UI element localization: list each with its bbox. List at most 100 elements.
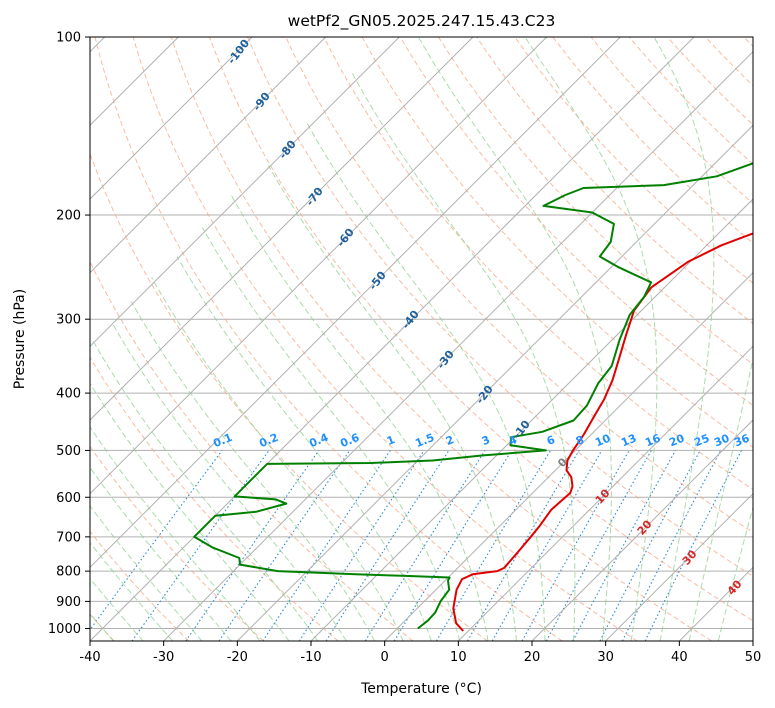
mixing-ratio-label: 25 [692, 432, 711, 450]
moist-adiabat--24 [90, 466, 232, 641]
mixing-ratio-label: 30 [712, 432, 731, 450]
x-tick-label: 20 [524, 650, 541, 665]
x-tick-label: 30 [597, 650, 614, 665]
isotherm--30 [163, 50, 753, 641]
dewpoint-profile [193, 162, 753, 630]
y-tick-label: 700 [56, 530, 81, 545]
moist-adiabat-20 [306, 123, 546, 641]
y-tick-label: 1000 [48, 622, 81, 637]
mixing-ratio-label: 8 [574, 433, 586, 448]
mixing-ratio-label: 3 [480, 433, 492, 448]
mixing-ratio-label: 20 [667, 432, 686, 450]
plot-area: -100-90-80-70-60-50-40-30-20-10010203040… [90, 37, 753, 641]
x-tick-label: -10 [300, 650, 321, 665]
isotherm--20 [236, 124, 753, 641]
mixing-ratio-line-1.5 [298, 450, 425, 641]
moist-adiabat-12 [230, 194, 489, 641]
mixing-ratio-label: 36 [732, 432, 751, 450]
dry-adiabat-140 [552, 37, 753, 244]
mixing-ratio-line-4 [393, 450, 513, 641]
pressure-gridlines [90, 37, 753, 629]
y-axis-ticks: 100 200 300 400 500 600 700 800 900 1000 [48, 31, 90, 637]
mixing-ratio-line-13 [521, 450, 630, 641]
dry-adiabat-30 [132, 37, 638, 641]
dry-adiabat-20 [94, 37, 563, 641]
x-tick-label: 10 [450, 650, 467, 665]
moist-adiabat--12 [91, 339, 319, 641]
x-axis-ticks: -40 -30 -20 -10 0 10 20 30 40 50 [79, 641, 761, 665]
x-tick-label: 50 [745, 650, 762, 665]
dry-adiabat-60 [247, 37, 753, 577]
moist-adiabat-0 [151, 277, 404, 641]
moist-adiabat--32 [90, 541, 173, 641]
moist-adiabat--36 [90, 577, 144, 641]
mixing-ratio-line-0.6 [218, 450, 351, 641]
isotherm--70 [90, 37, 474, 421]
isotherm--50 [90, 37, 621, 569]
dry-adiabat--30 [90, 530, 190, 641]
x-tick-label: 0 [381, 650, 389, 665]
dry-adiabat-50 [209, 37, 753, 622]
moist-adiabat--28 [90, 505, 203, 641]
temperature-profile [452, 232, 753, 632]
x-tick-label: -40 [79, 650, 100, 665]
x-tick-label: -30 [153, 650, 174, 665]
mixing-ratio-line-16 [545, 450, 652, 641]
mixing-ratio-label: 1 [385, 433, 397, 448]
x-tick-label: 40 [671, 650, 688, 665]
dry-adiabat-10 [90, 152, 488, 641]
isotherm--100 [90, 37, 253, 200]
plot-frame [89, 36, 754, 642]
mixing-ratio-label: 16 [643, 432, 662, 450]
moist-adiabat--8 [111, 323, 347, 641]
isotherms [90, 37, 753, 641]
mixing-ratio-label: 2 [444, 433, 456, 448]
y-tick-label: 600 [56, 491, 81, 506]
mixing-ratio-line-20 [572, 450, 676, 641]
moist-adiabat-40 [688, 356, 753, 641]
moist-adiabat-28 [417, 37, 612, 641]
dry-adiabat-80 [323, 37, 753, 491]
isotherm--60 [90, 37, 548, 495]
dry-adiabat--10 [90, 356, 339, 641]
mixing-ratio-label: 13 [619, 432, 638, 450]
dry-adiabat-110 [437, 37, 753, 365]
dry-adiabat-150 [590, 37, 753, 205]
isotherm-50 [752, 640, 753, 641]
mixing-ratio-line-1 [262, 450, 391, 641]
y-tick-label: 900 [56, 595, 81, 610]
isotherm-30 [605, 492, 753, 641]
y-axis-label: Pressure (hPa) [12, 289, 28, 389]
moist-adiabat-4 [176, 256, 432, 641]
y-tick-label: 500 [56, 444, 81, 459]
dry-adiabat-0 [90, 260, 414, 641]
mixing-ratio-label: 10 [593, 432, 612, 450]
moist-adiabat-8 [201, 227, 461, 641]
isotherm-20 [531, 419, 753, 641]
x-axis-label: Temperature (°C) [360, 681, 482, 697]
y-tick-label: 400 [56, 387, 81, 402]
moist-adiabat-16 [268, 165, 517, 641]
dry-adiabat-70 [285, 37, 753, 534]
moist-adiabat-24 [351, 72, 576, 641]
isotherm--10 [310, 198, 753, 641]
moist-adiabat--40 [90, 612, 114, 641]
chart-title: wetPf2_GN05.2025.247.15.43.C23 [288, 12, 556, 31]
y-tick-label: 100 [56, 31, 81, 46]
mixing-ratio-line-36 [644, 450, 742, 641]
mixing-ratio-line-2 [325, 450, 450, 641]
y-tick-label: 800 [56, 565, 81, 580]
isotherm--80 [90, 37, 400, 348]
y-tick-label: 200 [56, 209, 81, 224]
isotherm-0 [384, 271, 753, 641]
mixing-ratio-line-30 [621, 450, 722, 641]
isotherm-10 [457, 345, 753, 641]
y-tick-label: 300 [56, 313, 81, 328]
isotherm--40 [90, 37, 695, 641]
moist-adiabat--4 [130, 301, 376, 641]
isotherm--90 [90, 37, 327, 274]
dry-adiabat-40 [170, 37, 712, 641]
sounding-series [193, 162, 753, 632]
mixing-ratio-line-0.1 [90, 450, 223, 631]
